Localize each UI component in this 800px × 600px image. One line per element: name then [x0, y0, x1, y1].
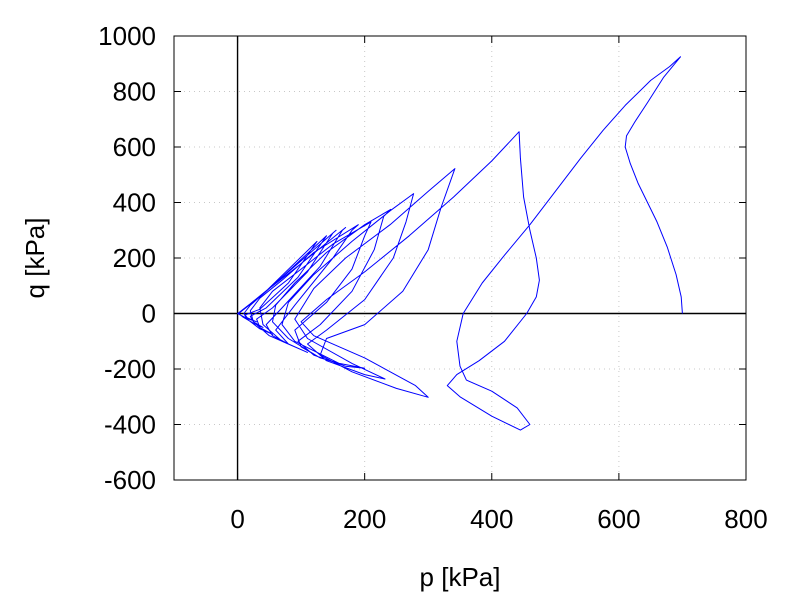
x-tick-label: 0	[230, 504, 244, 534]
y-tick-label: 0	[142, 299, 156, 329]
y-tick-label: 200	[113, 243, 156, 273]
y-axis-label: q [kPa]	[20, 218, 50, 299]
y-tick-label: -600	[104, 465, 156, 495]
y-tick-label: 400	[113, 188, 156, 218]
x-tick-label: 800	[724, 504, 767, 534]
y-tick-label: -400	[104, 410, 156, 440]
x-axis-label: p [kPa]	[420, 562, 501, 592]
y-tick-label: 1000	[98, 21, 156, 51]
y-tick-labels: -600 -400 -200 0 200 400 600 800 1000	[98, 21, 156, 495]
x-tick-labels: 0 200 400 600 800	[230, 504, 767, 534]
y-tick-label: -200	[104, 354, 156, 384]
ticks	[174, 35, 747, 481]
y-tick-label: 600	[113, 132, 156, 162]
series-layer	[237, 56, 683, 431]
x-tick-label: 400	[470, 504, 513, 534]
x-tick-label: 600	[597, 504, 640, 534]
zero-lines	[174, 36, 746, 480]
x-tick-label: 200	[343, 504, 386, 534]
y-tick-label: 800	[113, 77, 156, 107]
series-line	[237, 56, 683, 431]
grid	[174, 35, 747, 481]
